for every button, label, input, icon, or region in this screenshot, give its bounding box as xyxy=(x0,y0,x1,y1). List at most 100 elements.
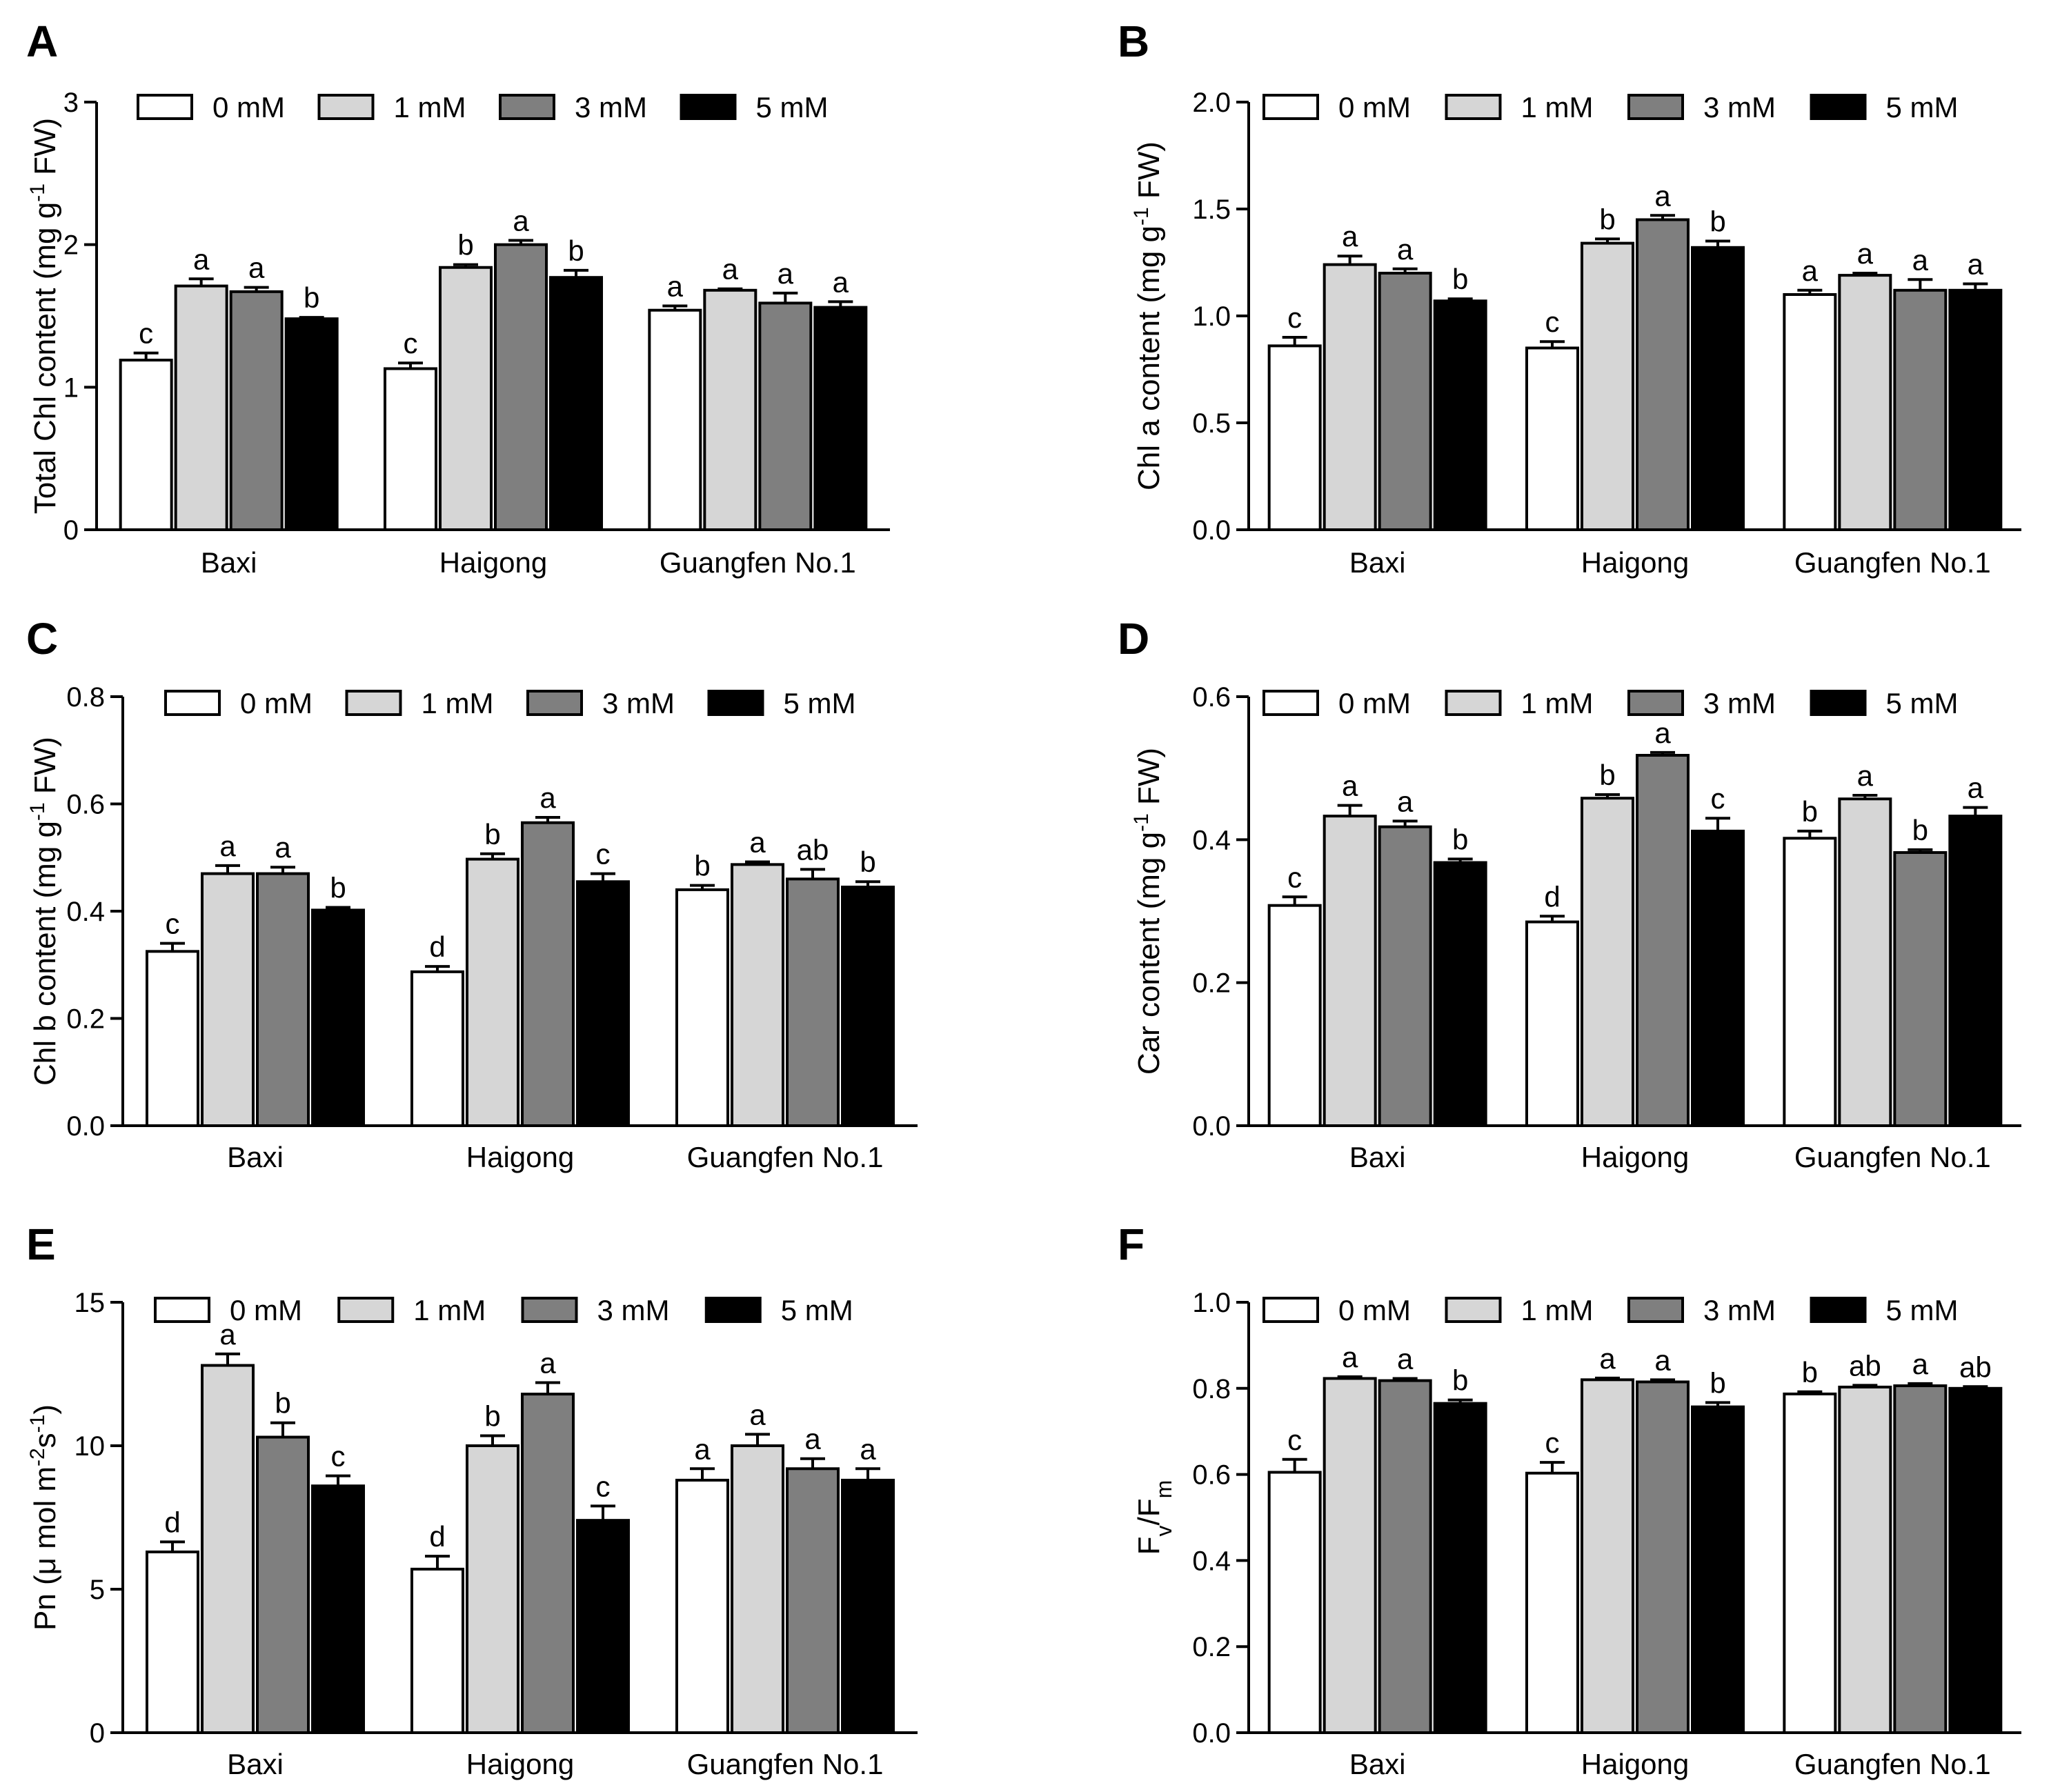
legend-label: 5 mM xyxy=(1886,687,1959,719)
legend-swatch xyxy=(707,690,764,716)
panel-e: E 0 5 10 15 d a b c Baxi d b a c Haigong a a a a Guangfen N… xyxy=(26,1219,918,1780)
category-label: Haigong xyxy=(1581,1141,1689,1173)
y-tick-label: 0.2 xyxy=(1192,968,1231,999)
legend-swatch xyxy=(680,94,737,120)
legend-swatch xyxy=(1627,690,1684,716)
y-tick-label: 0.0 xyxy=(1192,1111,1231,1142)
y-tick-label: 10 xyxy=(75,1431,106,1462)
bar xyxy=(703,288,757,531)
significance-letter: b xyxy=(1802,1356,1818,1388)
legend-swatch xyxy=(317,94,375,120)
y-label-superscript: -1 xyxy=(1130,207,1153,226)
significance-letter: a xyxy=(248,252,265,284)
category-label: Haigong xyxy=(466,1748,574,1780)
legend-label: 1 mM xyxy=(1521,1294,1594,1326)
bar xyxy=(1948,288,2003,531)
bar xyxy=(1433,299,1487,531)
significance-letter: b xyxy=(457,229,473,261)
y-tick-label: 1.0 xyxy=(1192,1288,1231,1318)
bar xyxy=(1893,850,1948,1127)
significance-letter: a xyxy=(1968,248,1984,281)
category-label: Guangfen No.1 xyxy=(687,1141,884,1173)
y-tick-label: 0.6 xyxy=(1192,682,1231,713)
significance-letter: a xyxy=(860,1433,876,1465)
significance-letter: b xyxy=(304,281,319,314)
bar xyxy=(311,908,365,1127)
bar xyxy=(1323,815,1377,1127)
legend-label: 1 mM xyxy=(413,1294,486,1326)
legend-label: 5 mM xyxy=(781,1294,853,1326)
significance-letter: a xyxy=(1342,770,1358,802)
bar xyxy=(1838,797,1892,1127)
significance-letter: b xyxy=(330,872,346,904)
y-label-middle: /F xyxy=(1132,1498,1166,1525)
panel-letter: B xyxy=(1118,17,1149,66)
bar xyxy=(1691,246,1745,531)
bar xyxy=(1691,1405,1745,1734)
y-label-subscript: v xyxy=(1151,1525,1176,1536)
legend-label: 1 mM xyxy=(1521,91,1594,123)
bar xyxy=(841,886,895,1127)
significance-letter: a xyxy=(539,1346,556,1379)
y-label-end: FW) xyxy=(1132,748,1166,813)
significance-letter: a xyxy=(749,1398,766,1431)
bar xyxy=(648,308,702,531)
legend-label: 1 mM xyxy=(1521,687,1594,719)
category-label: Guangfen No.1 xyxy=(1794,1141,1991,1173)
significance-letter: a xyxy=(694,1433,711,1465)
significance-letter: a xyxy=(1857,759,1874,792)
significance-letter: ab xyxy=(797,833,829,866)
legend-swatch xyxy=(337,1297,395,1323)
y-label-superscript: -1 xyxy=(26,1415,49,1433)
bar xyxy=(1948,1386,2003,1735)
significance-letter: a xyxy=(193,243,210,275)
panel-letter: A xyxy=(26,17,58,66)
bar xyxy=(146,1550,199,1734)
significance-letter: c xyxy=(1287,1424,1302,1456)
legend-label: 3 mM xyxy=(597,1294,670,1326)
bar xyxy=(1525,920,1579,1128)
bar xyxy=(786,1467,840,1735)
bar xyxy=(1267,1471,1322,1734)
significance-letter: a xyxy=(1342,220,1358,252)
bar xyxy=(466,857,519,1128)
bar xyxy=(1525,346,1579,531)
bar xyxy=(1893,1384,1948,1735)
bar xyxy=(1378,272,1432,531)
category-label: Guangfen No.1 xyxy=(687,1748,884,1780)
legend-swatch xyxy=(345,690,402,716)
bar xyxy=(311,1484,365,1734)
bar xyxy=(1433,1402,1487,1734)
significance-letter: d xyxy=(1544,880,1560,913)
bar xyxy=(1323,263,1377,531)
y-label-main: F xyxy=(1132,1536,1166,1555)
y-label-end: ) xyxy=(28,1404,62,1415)
bar xyxy=(1267,344,1322,531)
significance-letter: a xyxy=(1654,179,1671,212)
significance-letter: a xyxy=(749,826,766,858)
bar xyxy=(284,317,339,531)
legend-swatch xyxy=(499,94,555,120)
y-label-subscript: m xyxy=(1151,1480,1176,1499)
legend-label: 0 mM xyxy=(1338,687,1411,719)
y-axis-label: Chl b content (mg g-1 FW) xyxy=(26,737,63,1086)
y-axis-label: Chl a content (mg g-1 FW) xyxy=(1130,141,1167,490)
legend-label: 0 mM xyxy=(212,91,285,123)
legend-label: 5 mM xyxy=(1886,1294,1959,1326)
bar xyxy=(1581,1378,1634,1734)
panel-letter: D xyxy=(1118,614,1149,664)
legend-label: 0 mM xyxy=(240,687,313,719)
bar xyxy=(1378,825,1432,1127)
y-tick-label: 15 xyxy=(75,1288,106,1318)
significance-letter: a xyxy=(1968,772,1984,804)
legend-swatch xyxy=(521,1297,578,1323)
significance-letter: c xyxy=(139,317,153,350)
category-label: Haigong xyxy=(1581,546,1689,579)
bar xyxy=(1783,837,1837,1127)
significance-letter: a xyxy=(1654,1344,1671,1376)
y-tick-label: 0.2 xyxy=(66,1004,105,1035)
significance-letter: ab xyxy=(1849,1349,1881,1382)
significance-letter: b xyxy=(484,818,500,850)
bar xyxy=(174,284,228,531)
